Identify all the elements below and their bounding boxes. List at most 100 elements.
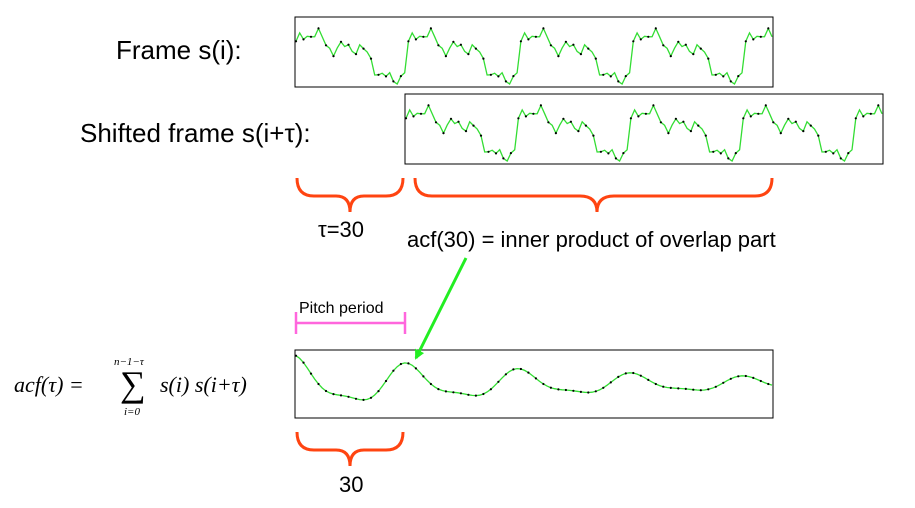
sample-point — [654, 27, 657, 30]
sample-point — [824, 150, 827, 153]
sample-point — [744, 374, 747, 378]
sample-point — [524, 115, 528, 118]
sample-point — [404, 117, 408, 120]
sample-point — [669, 386, 672, 389]
sample-point — [707, 388, 710, 391]
sample-point — [737, 375, 740, 378]
sample-point — [347, 395, 350, 398]
sample-point — [647, 378, 650, 381]
frame-signal-trace — [294, 26, 773, 85]
sample-point — [757, 112, 760, 115]
sample-point — [412, 115, 415, 118]
sample-point — [607, 152, 610, 155]
sample-point — [862, 115, 865, 118]
shifted-frame-label: Shifted frame s(i+τ): — [80, 118, 311, 148]
sample-point — [652, 104, 655, 107]
sample-point — [677, 387, 680, 390]
sample-point — [539, 104, 543, 107]
sample-point — [504, 80, 507, 83]
sample-point — [729, 80, 732, 83]
tau-value-label: τ=30 — [318, 217, 365, 242]
sample-point — [534, 35, 538, 38]
sample-point — [674, 117, 678, 120]
sample-point — [384, 75, 388, 78]
sample-point — [317, 382, 320, 386]
sample-point — [752, 38, 755, 41]
sample-point — [764, 104, 767, 107]
sample-point — [662, 44, 665, 47]
sample-point — [302, 38, 305, 41]
sample-point — [622, 152, 625, 155]
sample-point — [632, 371, 635, 375]
sample-point — [557, 55, 560, 58]
sample-point — [449, 117, 453, 120]
sample-point — [332, 55, 335, 58]
sample-point — [714, 73, 717, 76]
sample-point — [519, 40, 523, 43]
sample-point — [489, 388, 492, 391]
sample-point — [569, 120, 573, 123]
pitch-period-label: Pitch period — [299, 300, 384, 317]
sample-point — [429, 27, 432, 30]
sample-point — [399, 75, 402, 78]
sample-point — [557, 388, 560, 391]
sample-point — [302, 361, 305, 364]
sample-point — [832, 152, 835, 155]
sample-point — [309, 372, 313, 375]
sample-point — [494, 152, 498, 155]
sample-point — [354, 53, 358, 56]
sample-point — [602, 73, 605, 76]
sample-point — [392, 80, 395, 83]
sample-point — [734, 152, 737, 155]
sample-point — [459, 392, 462, 395]
sample-point — [547, 121, 550, 124]
sample-point — [699, 47, 702, 50]
sample-point — [654, 382, 657, 386]
sample-point — [759, 35, 762, 38]
sample-point — [422, 35, 425, 38]
sample-point — [659, 121, 663, 124]
sample-point — [684, 43, 687, 46]
sample-point — [662, 385, 665, 388]
sample-point — [647, 35, 650, 38]
sample-point — [579, 53, 583, 56]
sample-point — [727, 157, 730, 160]
sample-point — [532, 112, 535, 115]
sample-point — [502, 157, 505, 160]
sample-point — [572, 43, 575, 46]
sample-point — [479, 134, 483, 137]
sample-point — [689, 130, 693, 133]
sample-point — [802, 130, 805, 133]
sample-point — [682, 120, 685, 123]
frame-label: Frame s(i): — [116, 35, 242, 65]
sample-point — [482, 392, 485, 396]
sample-point — [714, 385, 717, 388]
sample-point — [474, 394, 477, 397]
sample-point — [554, 132, 558, 135]
sample-point — [324, 389, 328, 393]
sample-point — [722, 75, 725, 78]
sample-point — [692, 388, 695, 391]
sample-point — [497, 75, 500, 78]
tau-brace — [295, 177, 405, 213]
sample-point — [594, 390, 597, 393]
sample-point — [579, 390, 583, 393]
sample-point — [564, 40, 568, 43]
shifted-signal-trace — [404, 103, 883, 162]
formula-summand: s(i) s(i+τ) — [160, 372, 247, 397]
sample-point — [459, 43, 462, 46]
sample-point — [677, 40, 680, 43]
pitch-period-bracket — [294, 312, 407, 334]
sample-point — [744, 40, 747, 43]
sample-point — [487, 150, 490, 153]
sample-point — [767, 382, 770, 386]
sample-point — [624, 75, 627, 78]
sample-point — [594, 57, 597, 60]
sample-point — [354, 397, 358, 400]
sample-point — [707, 57, 710, 60]
sample-point — [377, 73, 380, 76]
sample-point — [452, 40, 455, 43]
overlap-brace — [413, 177, 774, 213]
